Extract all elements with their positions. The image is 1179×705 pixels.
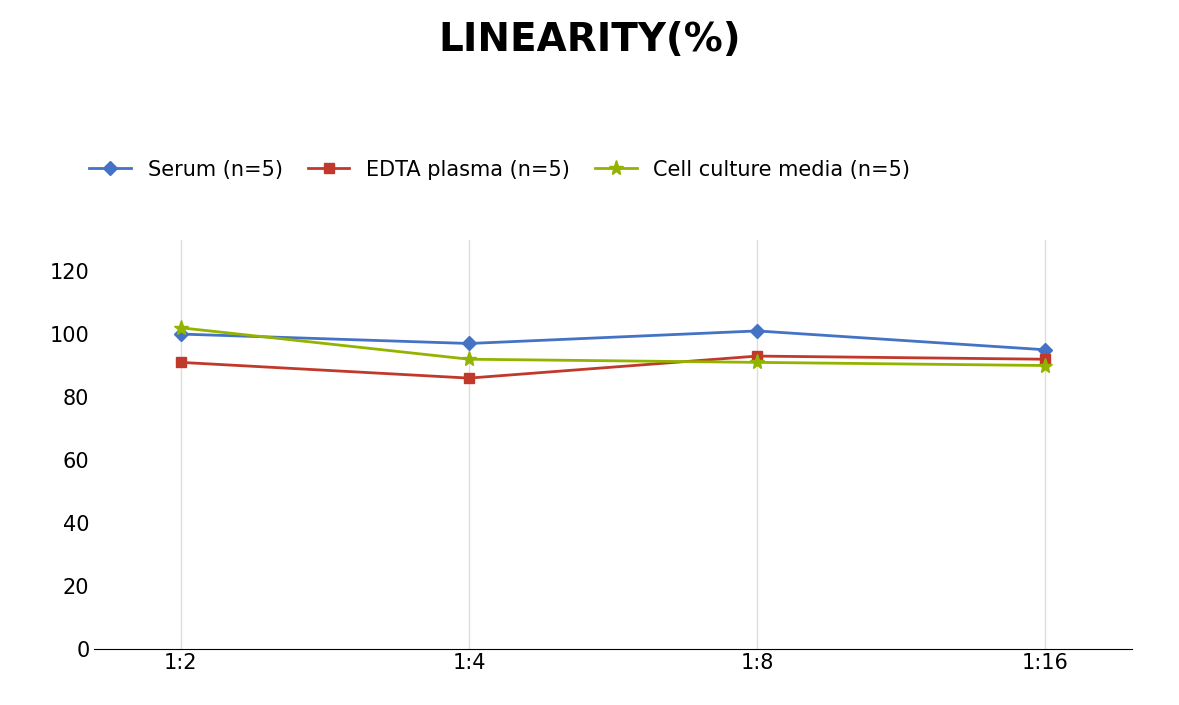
Text: LINEARITY(%): LINEARITY(%) [439, 21, 740, 59]
Serum (n=5) [173, 330, 187, 338]
EDTA plasma (n=5) [750, 352, 764, 360]
Cell culture media (n=5) [1039, 361, 1053, 369]
Line: Serum (n=5): Serum (n=5) [176, 326, 1050, 355]
Cell culture media (n=5) [173, 324, 187, 332]
Legend: Serum (n=5), EDTA plasma (n=5), Cell culture media (n=5): Serum (n=5), EDTA plasma (n=5), Cell cul… [81, 152, 918, 188]
EDTA plasma (n=5) [173, 358, 187, 367]
Line: EDTA plasma (n=5): EDTA plasma (n=5) [176, 351, 1050, 383]
Line: Cell culture media (n=5): Cell culture media (n=5) [173, 320, 1053, 373]
Cell culture media (n=5) [462, 355, 476, 364]
EDTA plasma (n=5) [1039, 355, 1053, 364]
EDTA plasma (n=5) [462, 374, 476, 382]
Cell culture media (n=5) [750, 358, 764, 367]
Serum (n=5) [1039, 345, 1053, 354]
Serum (n=5) [750, 326, 764, 335]
Serum (n=5) [462, 339, 476, 348]
